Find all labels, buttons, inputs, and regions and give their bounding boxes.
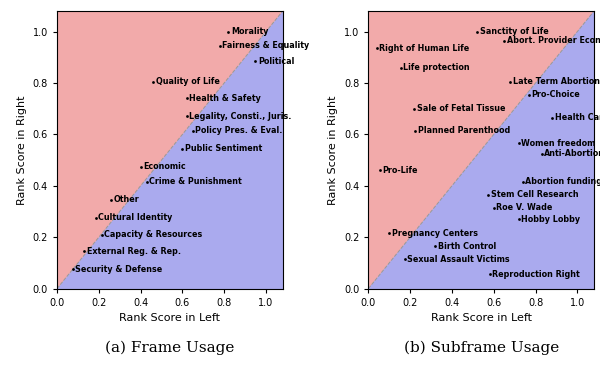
Text: Morality: Morality bbox=[231, 27, 268, 36]
Polygon shape bbox=[57, 11, 283, 289]
Text: Fairness & Equality: Fairness & Equality bbox=[223, 41, 310, 50]
Text: Pro-Life: Pro-Life bbox=[382, 166, 418, 175]
Text: Political: Political bbox=[258, 57, 295, 66]
Text: Other: Other bbox=[114, 195, 140, 205]
Text: Late Term Abortion: Late Term Abortion bbox=[513, 77, 600, 86]
Text: Roe V. Wade: Roe V. Wade bbox=[496, 203, 553, 212]
Y-axis label: Rank Score in Right: Rank Score in Right bbox=[328, 95, 338, 205]
Text: Economic: Economic bbox=[143, 162, 185, 171]
Text: Sale of Fetal Tissue: Sale of Fetal Tissue bbox=[417, 104, 505, 113]
Text: Quality of Life: Quality of Life bbox=[155, 77, 220, 86]
Text: Sanctity of Life: Sanctity of Life bbox=[479, 27, 548, 36]
Text: Legality, Consti., Juris.: Legality, Consti., Juris. bbox=[189, 112, 292, 121]
Text: Pro-Choice: Pro-Choice bbox=[532, 90, 580, 99]
Text: Health & Safety: Health & Safety bbox=[189, 94, 261, 103]
Text: Anti-Abortion: Anti-Abortion bbox=[544, 149, 600, 158]
X-axis label: Rank Score in Left: Rank Score in Left bbox=[431, 313, 532, 323]
Text: Right of Human Life: Right of Human Life bbox=[379, 44, 469, 53]
Text: Reproduction Right: Reproduction Right bbox=[492, 270, 580, 279]
Text: Abortion funding: Abortion funding bbox=[526, 178, 600, 186]
Text: Security & Defense: Security & Defense bbox=[75, 265, 163, 274]
Text: Abort. Provider Economy: Abort. Provider Economy bbox=[506, 36, 600, 45]
X-axis label: Rank Score in Left: Rank Score in Left bbox=[119, 313, 220, 323]
Text: Life protection: Life protection bbox=[403, 63, 470, 72]
Text: Stem Cell Research: Stem Cell Research bbox=[491, 190, 578, 199]
Polygon shape bbox=[57, 11, 283, 289]
Text: Hobby Lobby: Hobby Lobby bbox=[521, 215, 580, 224]
Text: Planned Parenthood: Planned Parenthood bbox=[418, 126, 510, 135]
Text: Crime & Punishment: Crime & Punishment bbox=[149, 178, 242, 186]
Text: (b) Subframe Usage: (b) Subframe Usage bbox=[404, 341, 559, 355]
Text: Policy Pres. & Eval.: Policy Pres. & Eval. bbox=[196, 126, 283, 135]
Text: Sexual Assault Victims: Sexual Assault Victims bbox=[407, 255, 510, 263]
Text: External Reg. & Rep.: External Reg. & Rep. bbox=[86, 247, 181, 256]
Text: Women freedom: Women freedom bbox=[521, 139, 596, 148]
Text: Pregnancy Centers: Pregnancy Centers bbox=[392, 229, 478, 238]
Text: Cultural Identity: Cultural Identity bbox=[98, 213, 173, 222]
Text: (a) Frame Usage: (a) Frame Usage bbox=[105, 341, 235, 355]
Polygon shape bbox=[368, 11, 594, 289]
Y-axis label: Rank Score in Right: Rank Score in Right bbox=[17, 95, 27, 205]
Text: Birth Control: Birth Control bbox=[438, 242, 496, 251]
Text: Capacity & Resources: Capacity & Resources bbox=[104, 230, 203, 239]
Text: Public Sentiment: Public Sentiment bbox=[185, 144, 262, 153]
Text: Health Care: Health Care bbox=[555, 113, 600, 122]
Polygon shape bbox=[368, 11, 594, 289]
